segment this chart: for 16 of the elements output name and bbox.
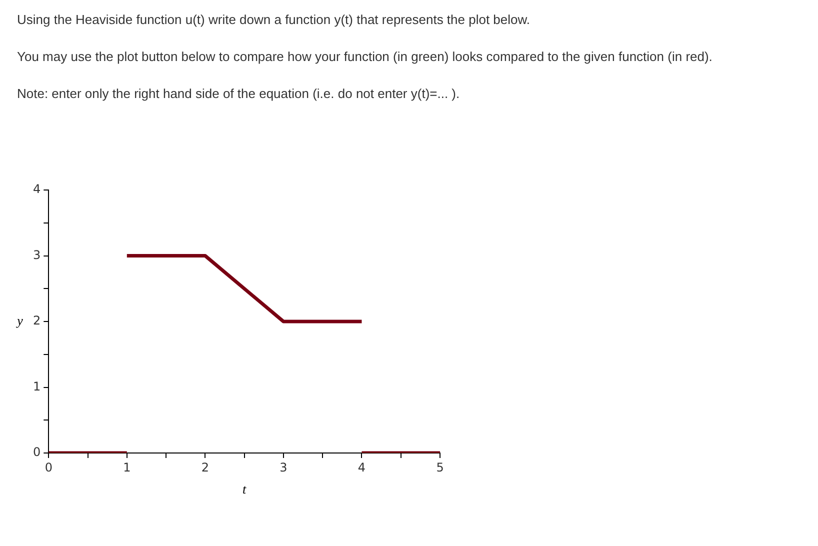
y-axis-title: y	[15, 312, 24, 328]
text: Note: enter only the right hand side of the equation (i.e. do not enter y(t)=... ).	[17, 86, 461, 101]
y-tick-label: 3	[32, 248, 41, 262]
x-tick-label: 0	[44, 460, 52, 474]
y-tick-label: 2	[32, 314, 41, 328]
x-tick-label: 1	[123, 460, 131, 474]
x-tick-label: 4	[358, 460, 366, 474]
x-axis-title: t	[242, 482, 247, 497]
x-tick-label: 3	[280, 460, 288, 474]
x-tick-label: 5	[436, 460, 444, 474]
x-tick-label: 2	[201, 460, 209, 474]
y-tick-label: 0	[32, 445, 41, 460]
y-tick-label: 1	[32, 379, 41, 394]
y-tick-label: 4	[32, 182, 41, 196]
text: You may use the plot button below to compare how your function (in green) looks compared to the given function (in red).	[17, 49, 712, 64]
chart-title: Using the Heaviside function u(t) write down a function y(t) that represents the plot below.	[17, 12, 532, 27]
